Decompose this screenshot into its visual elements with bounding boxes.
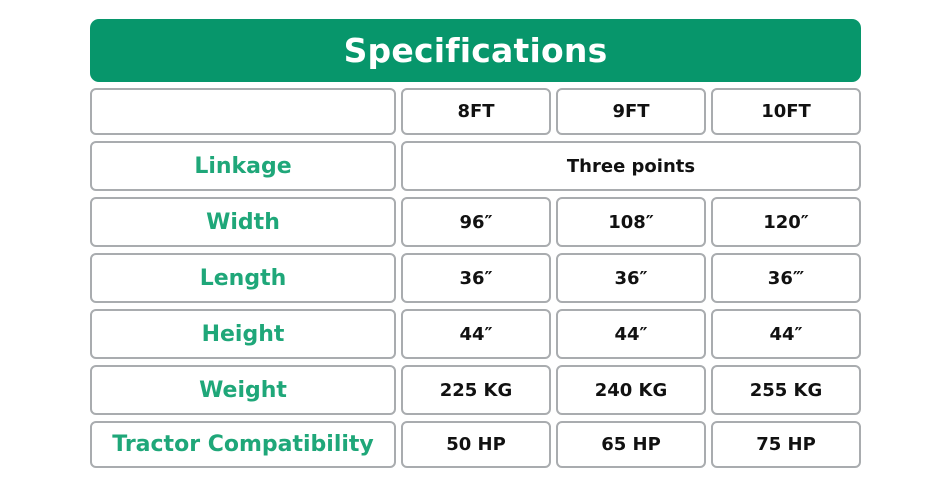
height-9ft: 44″: [556, 309, 706, 359]
height-8ft: 44″: [401, 309, 551, 359]
row-label-width: Width: [90, 197, 396, 247]
column-header-10ft: 10FT: [711, 88, 861, 135]
length-10ft: 36‴: [711, 253, 861, 303]
length-8ft: 36″: [401, 253, 551, 303]
linkage-value: Three points: [401, 141, 861, 191]
length-9ft: 36″: [556, 253, 706, 303]
weight-10ft: 255 KG: [711, 365, 861, 415]
width-8ft: 96″: [401, 197, 551, 247]
width-9ft: 108″: [556, 197, 706, 247]
tractor-compatibility-8ft: 50 HP: [401, 421, 551, 468]
row-label-height: Height: [90, 309, 396, 359]
row-label-tractor-compatibility: Tractor Compatibility: [90, 421, 396, 468]
specifications-table: Specifications 8FT 9FT 10FT Linkage Thre…: [90, 19, 861, 468]
corner-cell: [90, 88, 396, 135]
tractor-compatibility-9ft: 65 HP: [556, 421, 706, 468]
row-label-linkage: Linkage: [90, 141, 396, 191]
row-label-length: Length: [90, 253, 396, 303]
width-10ft: 120″: [711, 197, 861, 247]
table-title: Specifications: [90, 19, 861, 82]
spec-grid: 8FT 9FT 10FT Linkage Three points Width …: [90, 88, 861, 468]
column-header-9ft: 9FT: [556, 88, 706, 135]
weight-9ft: 240 KG: [556, 365, 706, 415]
height-10ft: 44″: [711, 309, 861, 359]
tractor-compatibility-10ft: 75 HP: [711, 421, 861, 468]
column-header-8ft: 8FT: [401, 88, 551, 135]
weight-8ft: 225 KG: [401, 365, 551, 415]
row-label-weight: Weight: [90, 365, 396, 415]
